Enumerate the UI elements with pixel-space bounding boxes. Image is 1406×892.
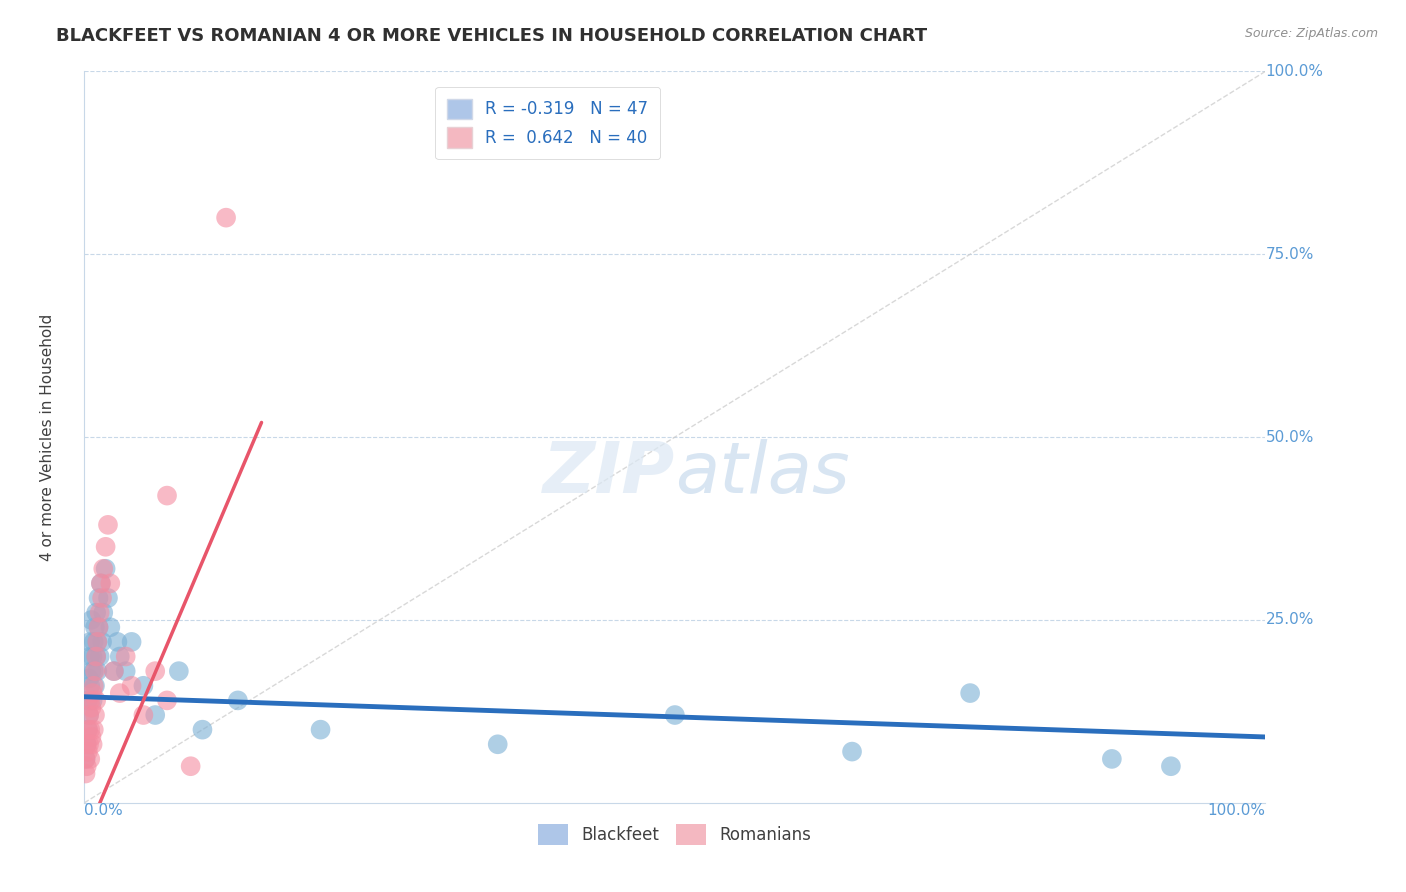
- Point: [77, 723, 100, 737]
- Point: [91, 635, 114, 649]
- Point: [82, 737, 104, 751]
- Point: [80, 730, 103, 744]
- Text: 50.0%: 50.0%: [1265, 430, 1313, 444]
- Text: 4 or more Vehicles in Household: 4 or more Vehicles in Household: [39, 313, 55, 561]
- Point: [156, 693, 179, 707]
- Point: [143, 664, 166, 678]
- Point: [89, 606, 111, 620]
- Point: [226, 693, 249, 707]
- Point: [90, 576, 112, 591]
- Point: [83, 635, 105, 649]
- Point: [80, 613, 103, 627]
- Point: [77, 672, 100, 686]
- Text: ZIP: ZIP: [543, 439, 675, 508]
- Point: [1160, 759, 1182, 773]
- Point: [79, 723, 101, 737]
- Point: [94, 562, 117, 576]
- Point: [1101, 752, 1123, 766]
- Point: [79, 693, 101, 707]
- Point: [97, 517, 120, 532]
- Point: [90, 576, 112, 591]
- Point: [79, 679, 101, 693]
- Point: [82, 649, 104, 664]
- Point: [215, 211, 238, 225]
- Point: [75, 752, 97, 766]
- Point: [84, 664, 107, 678]
- Point: [132, 708, 155, 723]
- Point: [84, 620, 107, 634]
- Point: [76, 737, 98, 751]
- Point: [77, 708, 100, 723]
- Point: [84, 649, 107, 664]
- Point: [83, 664, 105, 678]
- Point: [107, 635, 129, 649]
- Legend: Blackfeet, Romanians: Blackfeet, Romanians: [530, 816, 820, 853]
- Text: 25.0%: 25.0%: [1265, 613, 1313, 627]
- Point: [191, 723, 214, 737]
- Point: [167, 664, 190, 678]
- Point: [84, 606, 107, 620]
- Point: [87, 591, 110, 605]
- Point: [959, 686, 981, 700]
- Point: [86, 664, 108, 678]
- Point: [86, 635, 108, 649]
- Point: [77, 723, 100, 737]
- Point: [84, 693, 107, 707]
- Point: [103, 664, 125, 678]
- Point: [97, 591, 120, 605]
- Point: [98, 620, 121, 634]
- Point: [77, 737, 100, 751]
- Text: 100.0%: 100.0%: [1265, 64, 1323, 78]
- Point: [75, 766, 97, 780]
- Point: [664, 708, 686, 723]
- Text: atlas: atlas: [675, 439, 849, 508]
- Point: [87, 620, 110, 634]
- Point: [86, 635, 108, 649]
- Point: [98, 576, 121, 591]
- Point: [121, 679, 143, 693]
- Point: [108, 649, 131, 664]
- Point: [91, 606, 114, 620]
- Point: [108, 686, 131, 700]
- Point: [121, 635, 143, 649]
- Text: Source: ZipAtlas.com: Source: ZipAtlas.com: [1244, 27, 1378, 40]
- Point: [180, 759, 202, 773]
- Text: 75.0%: 75.0%: [1265, 247, 1313, 261]
- Point: [80, 700, 103, 714]
- Point: [76, 737, 98, 751]
- Point: [309, 723, 332, 737]
- Point: [82, 686, 104, 700]
- Point: [486, 737, 509, 751]
- Point: [83, 679, 105, 693]
- Point: [77, 745, 100, 759]
- Point: [75, 752, 97, 766]
- Point: [79, 752, 101, 766]
- Point: [94, 540, 117, 554]
- Point: [114, 649, 136, 664]
- Point: [84, 679, 107, 693]
- Point: [156, 489, 179, 503]
- Point: [91, 562, 114, 576]
- Text: 100.0%: 100.0%: [1208, 803, 1265, 818]
- Point: [76, 759, 98, 773]
- Point: [143, 708, 166, 723]
- Point: [83, 723, 105, 737]
- Text: 0.0%: 0.0%: [84, 803, 124, 818]
- Point: [79, 635, 101, 649]
- Point: [84, 649, 107, 664]
- Point: [77, 693, 100, 707]
- Point: [103, 664, 125, 678]
- Point: [132, 679, 155, 693]
- Point: [79, 649, 101, 664]
- Point: [841, 745, 863, 759]
- Text: BLACKFEET VS ROMANIAN 4 OR MORE VEHICLES IN HOUSEHOLD CORRELATION CHART: BLACKFEET VS ROMANIAN 4 OR MORE VEHICLES…: [56, 27, 928, 45]
- Point: [91, 591, 114, 605]
- Point: [82, 693, 104, 707]
- Point: [80, 664, 103, 678]
- Point: [77, 708, 100, 723]
- Point: [114, 664, 136, 678]
- Point: [87, 620, 110, 634]
- Point: [89, 649, 111, 664]
- Point: [84, 708, 107, 723]
